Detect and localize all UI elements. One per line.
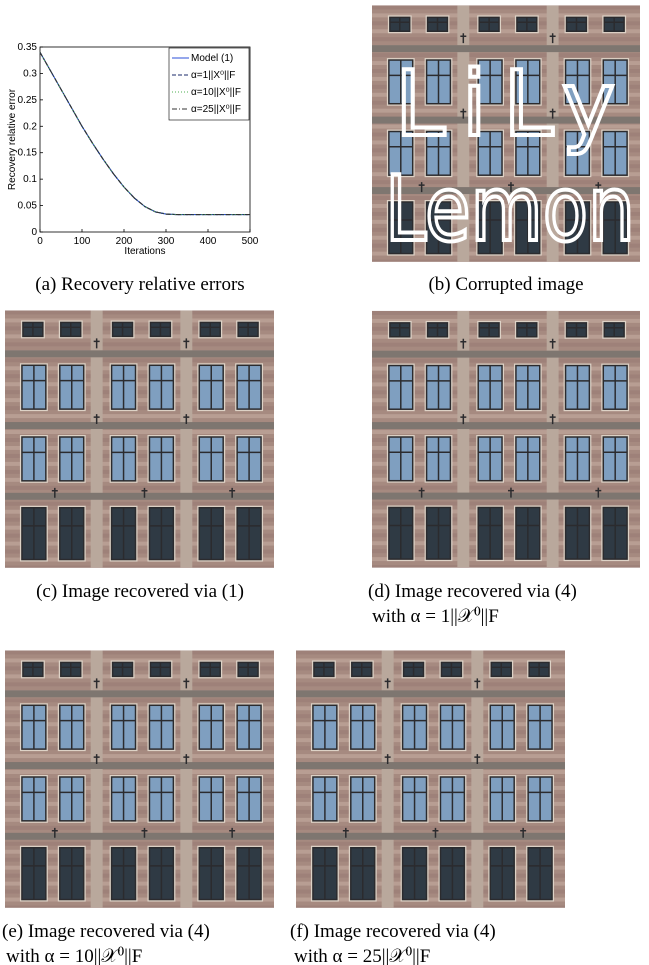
legend-label: α=10||X⁰||F xyxy=(191,87,241,98)
legend-label: Model (1) xyxy=(191,53,233,64)
caption: (a) Recovery relative errors xyxy=(35,274,244,295)
x-axis-label: Iterations xyxy=(124,246,165,257)
image xyxy=(5,310,274,569)
corruption-text: LiLy xyxy=(395,52,615,157)
x-tick-label: 100 xyxy=(74,236,91,247)
x-tick-label: 0 xyxy=(37,236,43,247)
x-tick-label: 500 xyxy=(242,236,259,247)
caption: (b) Corrupted image xyxy=(428,274,583,295)
caption: (d) Image recovered via (4) xyxy=(368,581,577,602)
legend-label: α=1||X⁰||F xyxy=(191,70,235,81)
y-tick-label: 0.05 xyxy=(18,201,38,212)
y-tick-label: 0.15 xyxy=(18,148,38,159)
page: 010020030040050000.050.10.150.20.250.30.… xyxy=(0,0,649,965)
y-axis-label: Recovery relative error xyxy=(7,88,18,190)
caption: (e) Image recovered via (4) xyxy=(2,921,210,942)
y-tick-label: 0.2 xyxy=(23,121,37,132)
caption: (c) Image recovered via (1) xyxy=(36,581,244,602)
corruption-text: Lemon xyxy=(385,157,635,262)
image xyxy=(5,650,274,909)
y-tick-label: 0.1 xyxy=(23,174,37,185)
caption: with α = 25||𝒳⁰||F xyxy=(294,946,430,965)
y-tick-label: 0.25 xyxy=(18,95,38,106)
y-tick-label: 0 xyxy=(31,227,37,238)
y-tick-label: 0.35 xyxy=(18,42,38,53)
caption: with α = 10||𝒳⁰||F xyxy=(6,946,142,965)
caption: with α = 1||𝒳⁰||F xyxy=(372,606,499,627)
legend-label: α=25||X⁰||F xyxy=(191,104,241,115)
image xyxy=(296,650,565,909)
caption: (f) Image recovered via (4) xyxy=(290,921,496,942)
image xyxy=(372,311,640,569)
figure: 010020030040050000.050.10.150.20.250.30.… xyxy=(0,0,649,965)
y-tick-label: 0.3 xyxy=(23,68,37,79)
x-tick-label: 400 xyxy=(200,236,217,247)
